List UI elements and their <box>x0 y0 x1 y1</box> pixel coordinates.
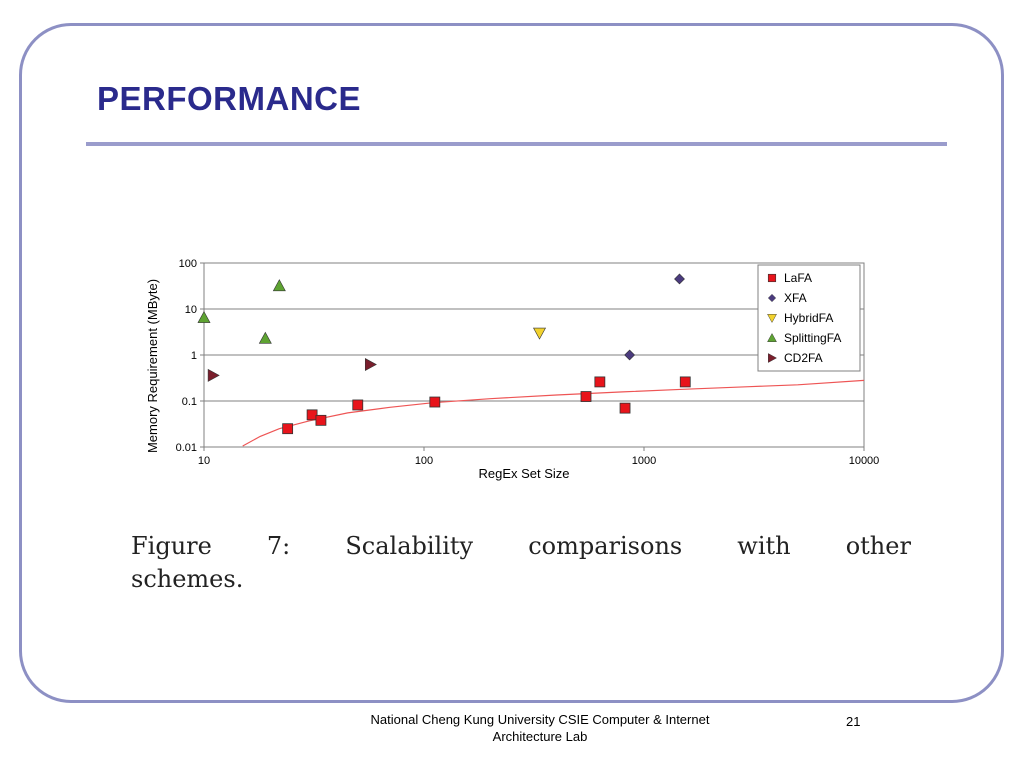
plot-area: 0.01 0.1 1 10 100 10 100 1000 10000 <box>176 258 880 467</box>
legend-label-splittingfa: SplittingFA <box>784 331 841 345</box>
y-tick-label: 0.01 <box>176 442 197 454</box>
lafa-point <box>306 409 318 421</box>
caption-word: other <box>845 532 911 560</box>
footer-line-2: Architecture Lab <box>492 729 588 744</box>
lafa-point <box>619 402 631 414</box>
xfa-point <box>624 349 636 361</box>
xfa-point <box>674 273 685 285</box>
legend-box <box>757 264 861 372</box>
y-axis-label: Memory Requirement (MByte) <box>145 279 160 453</box>
slide-title: PERFORMANCE <box>97 80 362 117</box>
legend-label-hybridfa: HybridFA <box>784 311 833 325</box>
lafa-point <box>315 414 327 426</box>
x-axis-label: RegEx Set Size <box>478 466 569 481</box>
legend-label-xfa: XFA <box>784 291 807 305</box>
caption-line-1: Figure 7: Scalability comparisons with other <box>131 530 911 563</box>
lafa-point <box>594 376 606 388</box>
legend-label-lafa: LaFA <box>784 271 812 285</box>
figure-caption: Figure 7: Scalability comparisons with other … <box>131 530 911 596</box>
lafa-point <box>580 391 592 402</box>
splittingfa-point <box>197 310 211 323</box>
splittingfa-point <box>272 279 286 292</box>
lafa-point <box>282 423 294 435</box>
caption-line-2: schemes. <box>131 565 244 593</box>
legend-label-cd2fa: CD2FA <box>784 351 823 365</box>
splittingfa-point <box>258 331 272 344</box>
x-tick-label: 100 <box>415 455 433 467</box>
legend-marker-hybridfa <box>767 314 777 323</box>
y-tick-label: 0.1 <box>182 396 197 408</box>
caption-word: Scalability <box>345 532 474 560</box>
footer-line-1: National Cheng Kung University CSIE Comp… <box>370 712 710 727</box>
scalability-chart: 0.01 0.1 1 10 100 10 100 1000 10000 Memory Requi… <box>145 258 880 481</box>
page-number: 21 <box>846 714 861 729</box>
title-divider <box>86 142 947 146</box>
legend-marker-cd2fa <box>768 353 777 363</box>
y-tick-label: 10 <box>185 304 197 316</box>
lafa-point <box>429 396 441 408</box>
cd2fa-point <box>207 368 220 382</box>
legend-marker-splittingfa <box>767 333 777 342</box>
cd2fa-point <box>364 358 377 372</box>
footer: National Cheng Kung University CSIE Comp… <box>330 711 750 745</box>
legend-marker-xfa <box>767 293 777 303</box>
caption-word: with <box>737 532 791 560</box>
y-tick-label: 100 <box>179 258 197 270</box>
legend-marker-lafa <box>767 273 777 283</box>
slide-frame <box>19 23 1004 703</box>
hybridfa-point <box>533 327 547 340</box>
caption-word: 7: <box>266 532 291 560</box>
x-tick-label: 1000 <box>632 455 656 467</box>
y-tick-label: 1 <box>191 350 197 362</box>
lafa-point <box>679 376 691 388</box>
chart-legend: LaFA XFA HybridFA SplittingFA CD2FA <box>757 264 861 372</box>
x-tick-label: 10 <box>198 455 210 467</box>
lafa-point <box>352 399 364 411</box>
x-tick-label: 10000 <box>849 455 880 467</box>
caption-word: Figure <box>131 532 212 560</box>
caption-word: comparisons <box>528 532 683 560</box>
